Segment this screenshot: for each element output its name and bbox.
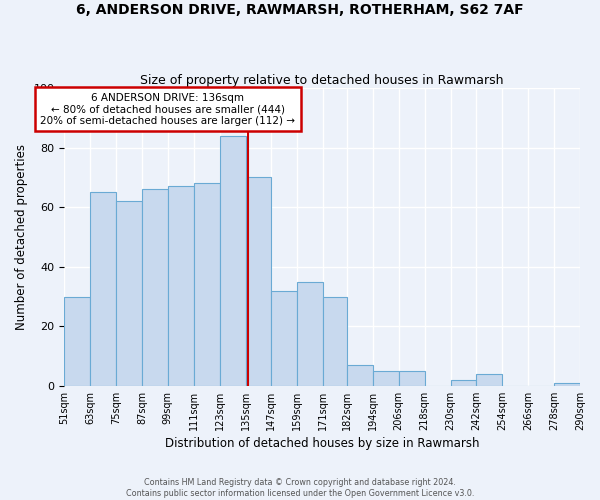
X-axis label: Distribution of detached houses by size in Rawmarsh: Distribution of detached houses by size … — [165, 437, 479, 450]
Bar — [476, 374, 502, 386]
Bar — [168, 186, 194, 386]
Bar — [554, 383, 580, 386]
Bar — [271, 290, 298, 386]
Title: Size of property relative to detached houses in Rawmarsh: Size of property relative to detached ho… — [140, 74, 504, 87]
Bar — [194, 184, 220, 386]
Bar — [373, 371, 399, 386]
Bar — [451, 380, 476, 386]
Text: 6, ANDERSON DRIVE, RAWMARSH, ROTHERHAM, S62 7AF: 6, ANDERSON DRIVE, RAWMARSH, ROTHERHAM, … — [76, 2, 524, 16]
Text: Contains HM Land Registry data © Crown copyright and database right 2024.
Contai: Contains HM Land Registry data © Crown c… — [126, 478, 474, 498]
Bar — [116, 202, 142, 386]
Bar — [142, 190, 168, 386]
Bar — [220, 136, 245, 386]
Bar — [323, 296, 347, 386]
Bar — [64, 296, 90, 386]
Bar — [245, 178, 271, 386]
Y-axis label: Number of detached properties: Number of detached properties — [15, 144, 28, 330]
Bar — [298, 282, 323, 386]
Bar — [399, 371, 425, 386]
Text: 6 ANDERSON DRIVE: 136sqm
← 80% of detached houses are smaller (444)
20% of semi-: 6 ANDERSON DRIVE: 136sqm ← 80% of detach… — [40, 92, 295, 126]
Bar — [90, 192, 116, 386]
Bar — [347, 365, 373, 386]
